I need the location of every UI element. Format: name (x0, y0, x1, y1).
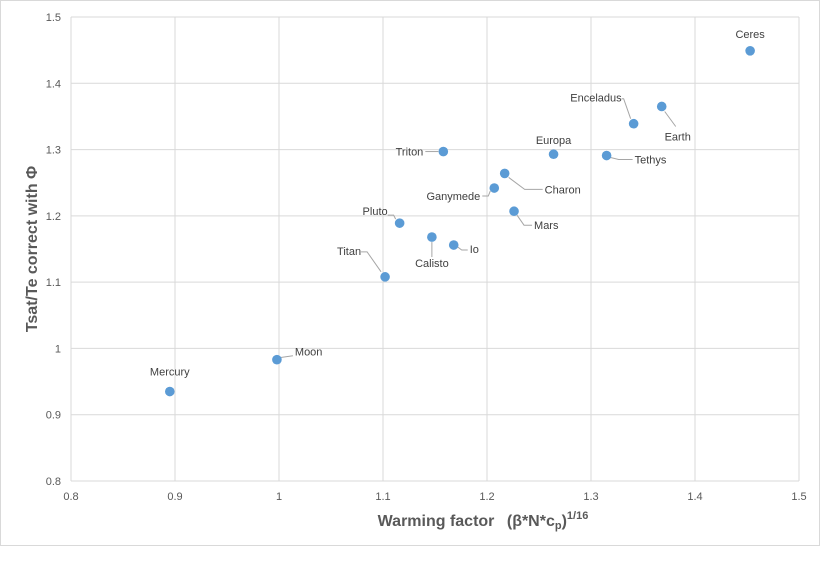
point-label-moon: Moon (295, 347, 323, 359)
point-labels: Mercury Moon Titan Pluto Calisto Io Triton Gany… (150, 29, 765, 379)
x-tick-label: 1 (276, 491, 282, 503)
data-point-triton (438, 146, 449, 157)
point-label-triton: Triton (396, 147, 424, 159)
x-tick-label: 1.1 (375, 491, 390, 503)
leader-line-tethys (610, 157, 633, 161)
leader-line-titan (361, 251, 382, 273)
x-axis-title-formula: (β*N*c (507, 513, 555, 530)
point-label-tethys: Tethys (635, 155, 667, 167)
point-label-earth: Earth (665, 131, 691, 143)
x-axis-title-main: Warming factor (378, 513, 495, 530)
data-point-io (448, 240, 459, 250)
y-tick-label: 1.5 (46, 12, 61, 24)
scatter-chart: 0.8 0.9 1 1.1 1.2 1.3 1.4 1.5 0.8 0.9 1 1.1 1.2 1.3 1.… (24, 12, 807, 532)
leader-line-io (457, 246, 468, 251)
y-tick-label: 0.9 (46, 410, 61, 422)
leader-line-charon (508, 177, 543, 190)
data-point-calisto (427, 232, 437, 242)
x-tick-label: 1.4 (687, 491, 702, 503)
chart-frame: 0.8 0.9 1 1.1 1.2 1.3 1.4 1.5 0.8 0.9 1 1.1 1.2 1.3 1.… (0, 0, 820, 546)
point-label-mercury: Mercury (150, 367, 190, 379)
data-point-titan (380, 272, 390, 282)
tick-labels: 0.8 0.9 1 1.1 1.2 1.3 1.4 1.5 0.8 0.9 1 1.1 1.2 1.3 1.… (46, 12, 807, 503)
x-tick-label: 1.3 (583, 491, 598, 503)
data-point-pluto (394, 218, 405, 228)
point-label-enceladus: Enceladus (570, 93, 622, 105)
x-axis-title-subscript: p (555, 520, 562, 532)
x-axis-title: Warming factor (β*N*cp)1/16 (378, 510, 589, 532)
gridlines (70, 16, 800, 482)
data-point-moon (272, 354, 282, 365)
y-tick-label: 0.8 (46, 476, 61, 488)
y-tick-label: 1.1 (46, 277, 61, 289)
data-point-charon (499, 168, 510, 179)
data-points (165, 46, 755, 397)
x-tick-label: 1.5 (791, 491, 806, 503)
point-label-europa: Europa (536, 135, 572, 147)
point-label-mars: Mars (534, 220, 559, 232)
x-tick-label: 1.2 (479, 491, 494, 503)
y-tick-label: 1 (55, 343, 61, 355)
data-point-ganymede (489, 183, 500, 193)
data-point-mercury (165, 386, 175, 397)
y-tick-label: 1.2 (46, 211, 61, 223)
point-label-ganymede: Ganymede (426, 191, 480, 203)
x-axis-title-formula-end: ) (562, 513, 567, 530)
x-tick-label: 0.8 (63, 491, 78, 503)
point-label-charon: Charon (545, 184, 581, 196)
leader-line-pluto (387, 214, 397, 220)
leader-line-ganymede (482, 190, 491, 197)
point-label-pluto: Pluto (363, 206, 388, 218)
point-label-io: Io (470, 244, 479, 256)
point-label-ceres: Ceres (735, 29, 765, 41)
leader-line-enceladus (621, 98, 632, 119)
leader-lines (278, 98, 677, 359)
x-axis-title-exponent: 1/16 (567, 510, 588, 522)
data-point-enceladus (628, 118, 639, 129)
data-point-mars (509, 206, 519, 217)
point-label-calisto: Calisto (415, 258, 449, 270)
y-tick-label: 1.4 (46, 78, 61, 90)
x-tick-label: 0.9 (167, 491, 182, 503)
data-point-tethys (601, 150, 612, 161)
leader-line-earth (664, 111, 677, 127)
y-tick-label: 1.3 (46, 145, 61, 157)
data-point-earth (656, 101, 667, 112)
leader-line-moon (278, 355, 293, 359)
y-axis-title: Tsat/Te correct with Φ (24, 166, 41, 332)
point-label-titan: Titan (337, 246, 361, 258)
data-point-europa (548, 149, 559, 160)
data-point-ceres (745, 46, 755, 56)
leader-line-mars (516, 214, 533, 226)
